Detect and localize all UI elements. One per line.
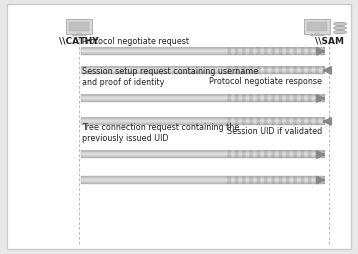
FancyBboxPatch shape — [7, 5, 351, 249]
FancyBboxPatch shape — [77, 34, 81, 36]
Text: Protocol negotiate response: Protocol negotiate response — [209, 76, 322, 85]
Text: \\SAM: \\SAM — [315, 36, 344, 45]
Text: Protocol negotiate request: Protocol negotiate request — [82, 37, 189, 46]
Text: Tree connection request containing the
previously issued UID: Tree connection request containing the p… — [82, 122, 240, 142]
Ellipse shape — [334, 31, 347, 35]
Ellipse shape — [334, 23, 347, 26]
FancyBboxPatch shape — [315, 34, 319, 36]
FancyBboxPatch shape — [66, 20, 92, 35]
FancyBboxPatch shape — [310, 36, 324, 37]
FancyBboxPatch shape — [304, 20, 330, 35]
Text: Session setup request containing username
and proof of identity: Session setup request containing usernam… — [82, 66, 258, 86]
FancyBboxPatch shape — [72, 36, 86, 37]
Ellipse shape — [334, 27, 347, 31]
Text: \\CATHY: \\CATHY — [59, 36, 98, 45]
FancyBboxPatch shape — [307, 22, 326, 32]
Text: Session UID if validated: Session UID if validated — [227, 127, 322, 136]
FancyBboxPatch shape — [69, 22, 88, 32]
